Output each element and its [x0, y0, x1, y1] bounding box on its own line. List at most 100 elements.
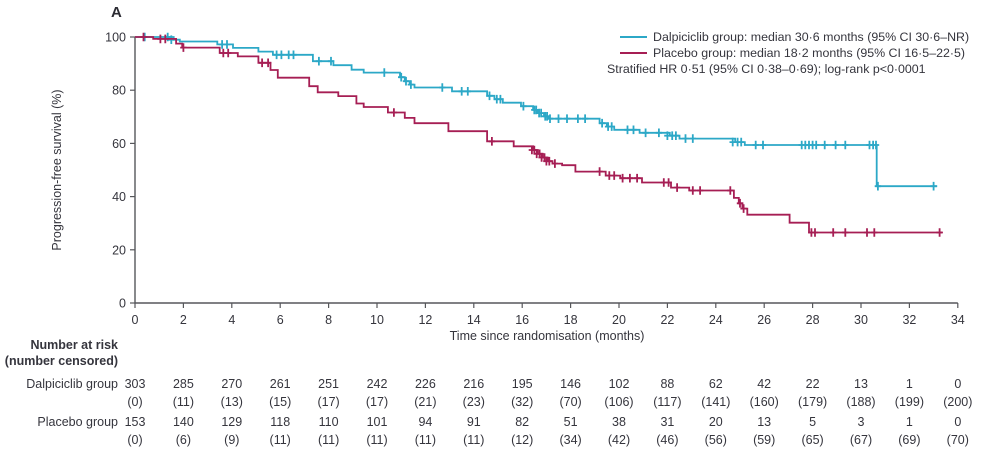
x-tick-label: 20	[612, 313, 626, 327]
risk-count-cell: 91	[466, 415, 481, 429]
risk-count-cell: 5	[809, 415, 817, 429]
risk-count-cell: 226	[414, 377, 436, 391]
risk-count-cell: 1	[905, 377, 913, 391]
risk-count-cell: 101	[366, 415, 388, 429]
risk-count-cell: 31	[660, 415, 675, 429]
risk-censored-cell: (11)	[172, 395, 195, 409]
risk-count-cell: 216	[463, 377, 485, 391]
x-tick-label: 14	[467, 313, 481, 327]
risk-censored-cell: (69)	[898, 433, 921, 447]
risk-count-cell: 153	[124, 415, 146, 429]
risk-count-cell: 1	[905, 415, 913, 429]
x-tick-label: 12	[418, 313, 432, 327]
y-tick-label: 100	[105, 31, 126, 45]
risk-censored-cell: (17)	[317, 395, 340, 409]
risk-censored-cell: (9)	[224, 433, 240, 447]
risk-censored-cell: (65)	[801, 433, 824, 447]
risk-censored-cell: (21)	[414, 395, 437, 409]
x-axis-title: Time since randomisation (months)	[449, 329, 645, 343]
risk-censored-cell: (179)	[798, 395, 828, 409]
risk-count-cell: 20	[708, 415, 723, 429]
risk-count-cell: 0	[954, 377, 962, 391]
risk-row-label: Dalpiciclib group	[26, 377, 118, 391]
risk-table-header: Number at risk	[30, 338, 118, 352]
risk-count-cell: 129	[221, 415, 243, 429]
dalpiciclib-line-swatch	[620, 36, 647, 38]
x-tick-label: 28	[806, 313, 820, 327]
risk-count-cell: 195	[511, 377, 533, 391]
risk-count-cell: 110	[318, 415, 339, 429]
risk-censored-cell: (23)	[462, 395, 485, 409]
x-tick-label: 26	[757, 313, 771, 327]
risk-table-subheader: (number censored)	[4, 354, 118, 368]
risk-censored-cell: (0)	[127, 395, 143, 409]
risk-censored-cell: (15)	[269, 395, 292, 409]
risk-censored-cell: (160)	[749, 395, 779, 409]
risk-censored-cell: (188)	[846, 395, 876, 409]
risk-censored-cell: (6)	[175, 433, 192, 447]
x-tick-label: 24	[709, 313, 723, 327]
risk-censored-cell: (106)	[604, 395, 634, 409]
x-tick-label: 6	[277, 313, 284, 327]
risk-censored-cell: (67)	[849, 433, 873, 447]
legend-label-placebo: Placebo group: median 18·2 months (95% C…	[653, 46, 966, 60]
risk-row-label: Placebo group	[37, 415, 118, 429]
risk-censored-cell: (59)	[753, 433, 776, 447]
risk-censored-cell: (46)	[656, 433, 679, 447]
risk-count-cell: 303	[124, 377, 146, 391]
x-tick-label: 10	[370, 313, 384, 327]
panel-label: A	[111, 4, 122, 21]
risk-censored-cell: (11)	[463, 433, 485, 447]
legend-entry-placebo: Placebo group: median 18·2 months (95% C…	[607, 45, 969, 61]
legend-entry-dalpiciclib: Dalpiciclib group: median 30·6 months (9…	[607, 29, 969, 45]
hr-annotation: Stratified HR 0·51 (95% CI 0·38–0·69); l…	[607, 62, 926, 76]
risk-count-cell: 102	[608, 377, 630, 391]
risk-censored-cell: (70)	[559, 395, 582, 409]
risk-censored-cell: (12)	[511, 433, 534, 447]
risk-count-cell: 13	[757, 415, 772, 429]
risk-count-cell: 0	[954, 415, 962, 429]
risk-count-cell: 94	[418, 415, 433, 429]
x-tick-label: 34	[951, 313, 965, 327]
risk-censored-cell: (11)	[414, 433, 437, 447]
risk-censored-cell: (141)	[701, 395, 731, 409]
legend-label-dalpiciclib: Dalpiciclib group: median 30·6 months (9…	[653, 30, 970, 44]
y-tick-label: 0	[119, 297, 126, 311]
risk-censored-cell: (13)	[220, 395, 243, 409]
risk-count-cell: 261	[269, 377, 291, 391]
x-tick-label: 30	[854, 313, 868, 327]
risk-count-cell: 13	[854, 377, 868, 391]
y-tick-label: 20	[112, 243, 126, 257]
x-tick-label: 2	[180, 313, 187, 327]
placebo-group-censor-marks	[140, 32, 943, 237]
risk-censored-cell: (42)	[607, 433, 631, 447]
risk-count-cell: 42	[757, 377, 772, 391]
legend: Dalpiciclib group: median 30·6 months (9…	[607, 29, 969, 77]
risk-count-cell: 270	[221, 377, 243, 391]
risk-censored-cell: (32)	[511, 395, 534, 409]
placebo-line-swatch	[620, 52, 647, 54]
risk-censored-cell: (70)	[946, 433, 969, 447]
risk-count-cell: 242	[366, 377, 388, 391]
x-tick-label: 4	[228, 313, 235, 327]
risk-count-cell: 38	[612, 415, 626, 429]
risk-count-cell: 22	[805, 377, 820, 391]
risk-count-cell: 3	[857, 415, 865, 429]
x-tick-label: 32	[902, 313, 916, 327]
x-tick-label: 22	[660, 313, 674, 327]
x-tick-label: 16	[515, 313, 529, 327]
y-tick-label: 60	[112, 137, 126, 151]
x-tick-label: 0	[132, 313, 139, 327]
x-tick-label: 18	[564, 313, 578, 327]
y-tick-label: 80	[112, 84, 126, 98]
risk-count-cell: 140	[172, 415, 194, 429]
risk-count-cell: 146	[560, 377, 582, 391]
risk-censored-cell: (0)	[127, 433, 143, 447]
risk-count-cell: 62	[708, 377, 723, 391]
risk-censored-cell: (11)	[269, 433, 291, 447]
risk-censored-cell: (11)	[366, 433, 388, 447]
risk-count-cell: 285	[172, 377, 194, 391]
y-tick-label: 40	[112, 190, 126, 204]
